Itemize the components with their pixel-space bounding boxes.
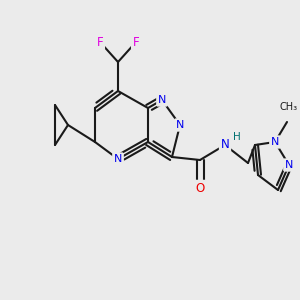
Text: CH₃: CH₃ bbox=[280, 102, 298, 112]
Text: O: O bbox=[195, 182, 205, 194]
Text: N: N bbox=[271, 137, 279, 147]
Text: N: N bbox=[220, 139, 230, 152]
Text: N: N bbox=[114, 154, 122, 164]
Text: N: N bbox=[285, 160, 293, 170]
Text: H: H bbox=[233, 132, 241, 142]
Text: N: N bbox=[176, 120, 184, 130]
Text: F: F bbox=[97, 35, 103, 49]
Text: F: F bbox=[133, 35, 139, 49]
Text: N: N bbox=[158, 95, 166, 105]
